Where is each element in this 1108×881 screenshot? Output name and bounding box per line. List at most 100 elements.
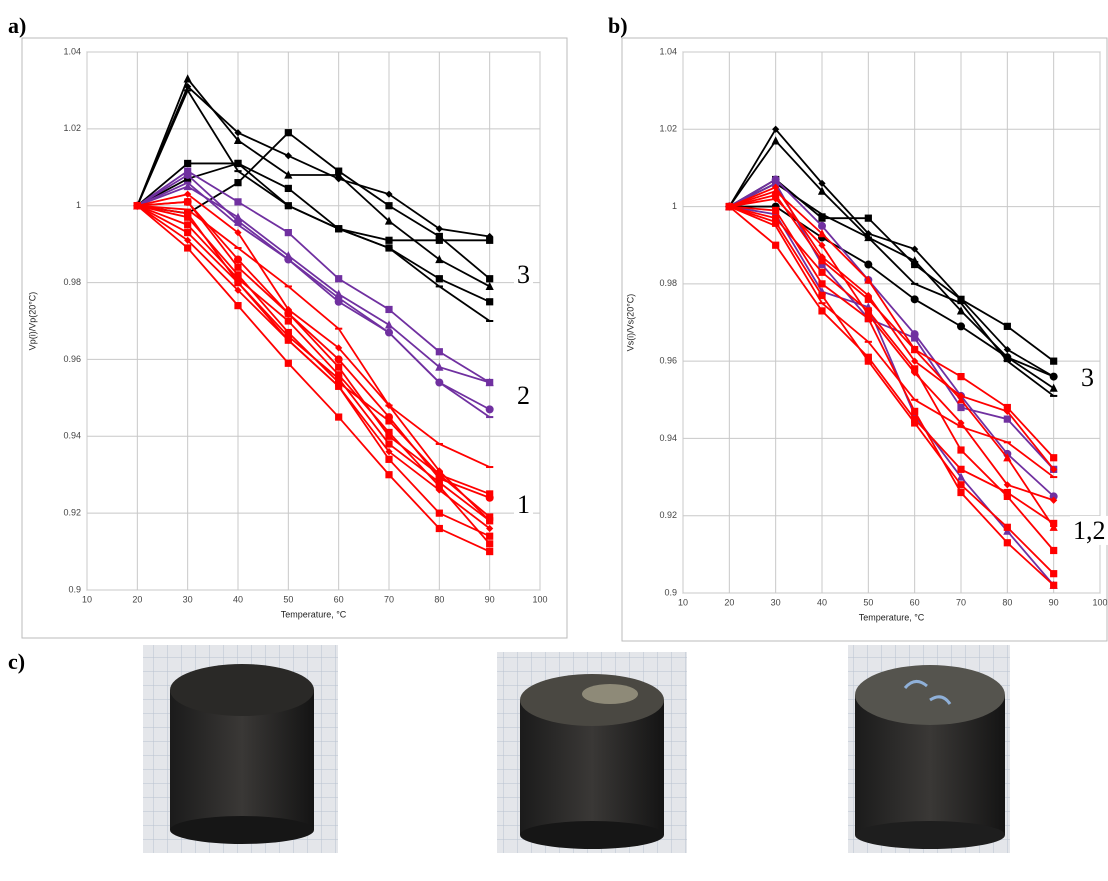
panel-label: a): [8, 13, 26, 38]
marker: [234, 264, 241, 271]
marker: [911, 334, 918, 341]
marker: [1050, 454, 1057, 461]
y-tick-label: 0.96: [659, 356, 677, 366]
y-tick-label: 0.98: [63, 277, 81, 287]
marker: [1004, 441, 1011, 443]
marker: [865, 215, 872, 222]
marker: [1050, 358, 1057, 365]
marker: [957, 302, 964, 304]
marker: [486, 416, 493, 418]
marker: [957, 481, 964, 488]
marker: [486, 540, 493, 547]
marker: [818, 302, 825, 304]
marker: [385, 413, 393, 421]
marker: [436, 285, 443, 287]
marker: [335, 383, 342, 390]
marker: [911, 408, 918, 415]
marker: [335, 275, 342, 282]
marker: [1050, 547, 1057, 554]
y-tick-label: 1: [76, 200, 81, 210]
marker: [957, 446, 964, 453]
marker: [911, 261, 918, 268]
panel-label: b): [608, 13, 628, 38]
marker: [772, 218, 779, 225]
y-tick-label: 0.98: [659, 278, 677, 288]
marker: [1050, 582, 1057, 589]
marker: [335, 413, 342, 420]
marker: [436, 443, 443, 445]
marker: [957, 489, 964, 496]
x-tick-label: 90: [1049, 597, 1059, 607]
marker: [957, 466, 964, 473]
marker: [818, 213, 825, 215]
marker: [285, 317, 292, 324]
marker: [436, 483, 443, 490]
marker: [385, 237, 392, 244]
marker: [385, 440, 392, 447]
x-tick-label: 10: [678, 597, 688, 607]
y-tick-label: 0.94: [659, 433, 677, 443]
marker: [184, 221, 191, 228]
annotation: 1,2: [1073, 516, 1106, 545]
marker: [1050, 395, 1057, 397]
marker: [911, 399, 918, 401]
marker: [436, 275, 443, 282]
marker: [385, 306, 392, 313]
y-tick-label: 0.92: [659, 510, 677, 520]
marker: [184, 198, 192, 206]
marker: [385, 244, 392, 251]
marker: [184, 182, 191, 184]
marker: [1004, 416, 1011, 423]
marker: [1004, 493, 1011, 500]
marker: [234, 279, 241, 286]
marker: [865, 341, 872, 343]
figure: a) b) c) 0.90.920.940.960.9811.021.04102…: [0, 0, 1108, 881]
marker: [184, 89, 191, 91]
marker: [436, 381, 443, 383]
y-tick-label: 1.02: [659, 124, 677, 134]
marker: [957, 322, 965, 330]
marker: [184, 229, 191, 236]
marker: [285, 285, 292, 287]
marker: [1004, 323, 1011, 330]
marker: [285, 360, 292, 367]
marker: [486, 548, 493, 555]
annotation: 2: [517, 381, 530, 410]
marker: [1050, 373, 1058, 381]
marker: [285, 229, 292, 236]
marker: [285, 202, 292, 209]
marker: [818, 307, 825, 314]
y-tick-label: 0.9: [664, 587, 677, 597]
marker: [435, 475, 443, 483]
marker: [234, 302, 241, 309]
marker: [285, 259, 292, 261]
marker: [1050, 570, 1057, 577]
x-tick-label: 60: [334, 594, 344, 604]
x-tick-label: 70: [956, 597, 966, 607]
marker: [1050, 476, 1057, 478]
marker: [335, 328, 342, 330]
x-tick-label: 20: [724, 597, 734, 607]
marker: [184, 244, 191, 251]
panel-label: c): [8, 649, 25, 674]
marker: [436, 348, 443, 355]
marker: [234, 198, 241, 205]
x-tick-label: 70: [384, 594, 394, 604]
marker: [385, 471, 392, 478]
x-tick-label: 40: [817, 597, 827, 607]
marker: [234, 256, 242, 264]
marker: [957, 404, 964, 411]
y-tick-label: 0.9: [68, 584, 81, 594]
marker: [335, 168, 342, 175]
annotation: 3: [517, 260, 530, 289]
x-tick-label: 90: [485, 594, 495, 604]
marker: [911, 419, 918, 426]
marker: [486, 533, 493, 540]
marker: [864, 261, 872, 269]
x-tick-label: 30: [771, 597, 781, 607]
marker: [486, 494, 494, 502]
x-tick-label: 20: [132, 594, 142, 604]
marker: [436, 525, 443, 532]
marker: [486, 320, 493, 322]
x-tick-label: 80: [434, 594, 444, 604]
